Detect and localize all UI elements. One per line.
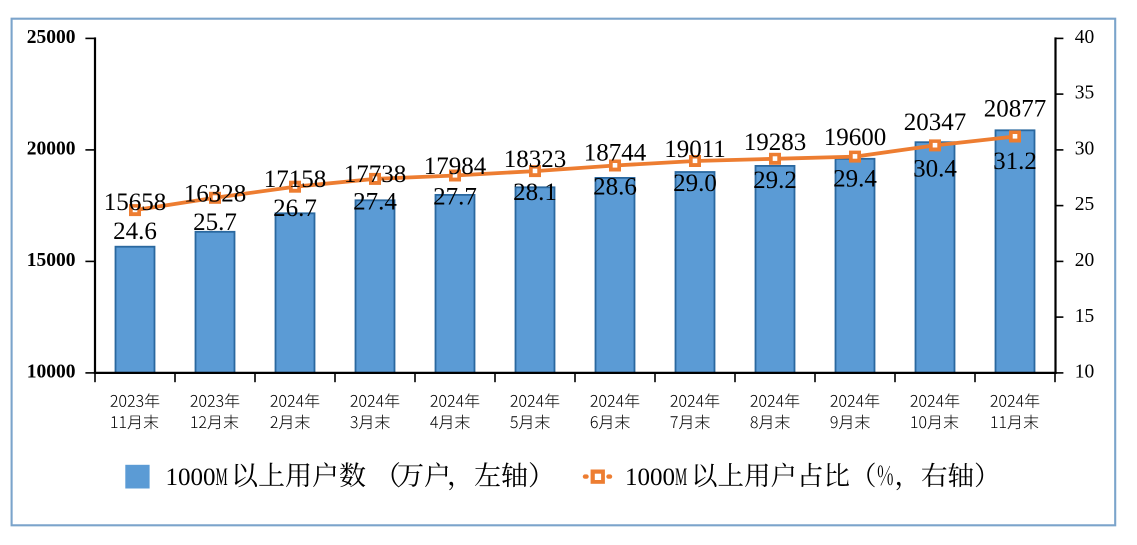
- svg-text:26.7: 26.7: [273, 195, 317, 222]
- svg-text:30.4: 30.4: [913, 156, 957, 183]
- svg-text:18744: 18744: [584, 140, 647, 167]
- svg-text:M: M: [675, 464, 687, 491]
- svg-text:20: 20: [1075, 250, 1095, 271]
- svg-text:1000: 1000: [625, 464, 675, 491]
- svg-text:40: 40: [1075, 27, 1095, 48]
- svg-text:20347: 20347: [904, 109, 967, 136]
- svg-text:25.7: 25.7: [193, 209, 237, 236]
- svg-text:25000: 25000: [27, 27, 76, 48]
- svg-text:17738: 17738: [344, 161, 407, 188]
- svg-text:29.4: 29.4: [833, 166, 877, 193]
- svg-text:10000: 10000: [27, 362, 76, 383]
- svg-text:18323: 18323: [504, 146, 567, 173]
- svg-text:19600: 19600: [824, 124, 887, 151]
- svg-text:M: M: [216, 464, 228, 491]
- svg-text:17984: 17984: [424, 153, 487, 180]
- svg-text:30: 30: [1075, 139, 1095, 160]
- svg-text:16328: 16328: [184, 181, 247, 208]
- svg-text:17158: 17158: [264, 166, 327, 193]
- svg-text:10: 10: [1075, 362, 1095, 383]
- svg-text:29.2: 29.2: [753, 167, 797, 194]
- svg-text:15000: 15000: [27, 250, 76, 271]
- svg-text:15: 15: [1075, 306, 1095, 327]
- svg-text:29.0: 29.0: [673, 170, 717, 197]
- svg-text:15658: 15658: [104, 189, 167, 216]
- svg-text:28.6: 28.6: [593, 173, 637, 200]
- svg-text:27.7: 27.7: [433, 183, 477, 210]
- svg-text:19283: 19283: [744, 129, 807, 156]
- svg-text:35: 35: [1075, 83, 1095, 104]
- svg-text:31.2: 31.2: [993, 148, 1037, 175]
- svg-text:28.1: 28.1: [513, 179, 557, 206]
- svg-text:20877: 20877: [984, 95, 1047, 122]
- svg-text:25: 25: [1075, 194, 1095, 215]
- svg-text:24.6: 24.6: [113, 218, 157, 245]
- svg-text:27.4: 27.4: [353, 189, 397, 216]
- svg-text:19011: 19011: [664, 136, 726, 163]
- svg-text:1000: 1000: [166, 464, 216, 491]
- svg-text:20000: 20000: [27, 139, 76, 160]
